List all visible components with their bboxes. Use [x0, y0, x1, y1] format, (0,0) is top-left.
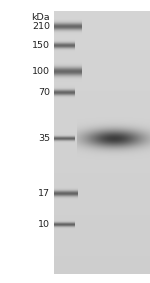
- Text: 210: 210: [32, 22, 50, 31]
- Text: 70: 70: [38, 88, 50, 97]
- Text: 150: 150: [32, 41, 50, 50]
- Text: 10: 10: [38, 220, 50, 230]
- Text: 100: 100: [32, 67, 50, 76]
- Text: kDa: kDa: [32, 13, 50, 22]
- Text: 35: 35: [38, 134, 50, 143]
- Text: 17: 17: [38, 189, 50, 198]
